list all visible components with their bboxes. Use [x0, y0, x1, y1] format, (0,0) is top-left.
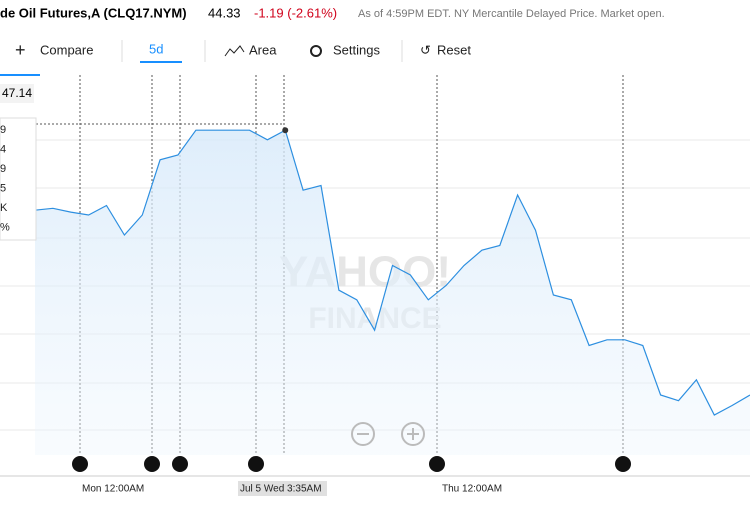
tooltip-value: K	[0, 202, 8, 214]
price: 44.33	[208, 5, 241, 20]
hover-point	[282, 127, 289, 134]
reset-icon: ↺	[420, 42, 431, 57]
area-button[interactable]: Area	[249, 42, 277, 57]
toolbar: + Compare 5d Area Settings ↺ Reset	[15, 40, 471, 63]
price-label: 47.14	[2, 86, 32, 100]
tooltip-panel	[0, 117, 37, 241]
plus-icon[interactable]: +	[15, 40, 26, 60]
x-labels: Mon 12:00AM Jul 5 Wed 3:35AM Thu 12:00AM	[82, 484, 502, 495]
price-line	[34, 129, 750, 416]
reset-button[interactable]: Reset	[437, 42, 471, 57]
range-button[interactable]: 5d	[149, 41, 163, 56]
x-highlight	[238, 481, 327, 496]
price-label-box	[0, 84, 34, 103]
price-area	[35, 130, 750, 455]
change: -1.19 (-2.61%)	[254, 5, 337, 20]
tooltip-value: 4	[0, 143, 6, 155]
settings-icon	[310, 45, 322, 57]
area-icon	[224, 45, 245, 57]
status: As of 4:59PM EDT. NY Mercantile Delayed …	[358, 8, 665, 20]
zoom-out[interactable]	[351, 422, 375, 446]
tooltip-value: %	[0, 221, 10, 233]
zoom-controls	[351, 422, 425, 446]
symbol: de Oil Futures,A (CLQ17.NYM)	[0, 5, 187, 20]
settings-button[interactable]: Settings	[333, 42, 380, 57]
tooltip-value: 9	[0, 124, 6, 136]
x-tick-label: Mon 12:00AM	[82, 484, 144, 495]
plot	[34, 127, 750, 455]
zoom-in[interactable]	[401, 422, 425, 446]
x-tick-label: Thu 12:00AM	[442, 484, 502, 495]
tooltip-value: 5	[0, 182, 6, 194]
compare-button[interactable]: Compare	[40, 42, 93, 57]
tooltip-value: 9	[0, 163, 6, 175]
tooltip: 9 4 9 5 K%	[0, 124, 10, 234]
event-icons	[72, 456, 631, 472]
x-tick-label: Jul 5 Wed 3:35AM	[240, 484, 322, 495]
header: de Oil Futures,A (CLQ17.NYM) 44.33 -1.19…	[0, 5, 665, 20]
